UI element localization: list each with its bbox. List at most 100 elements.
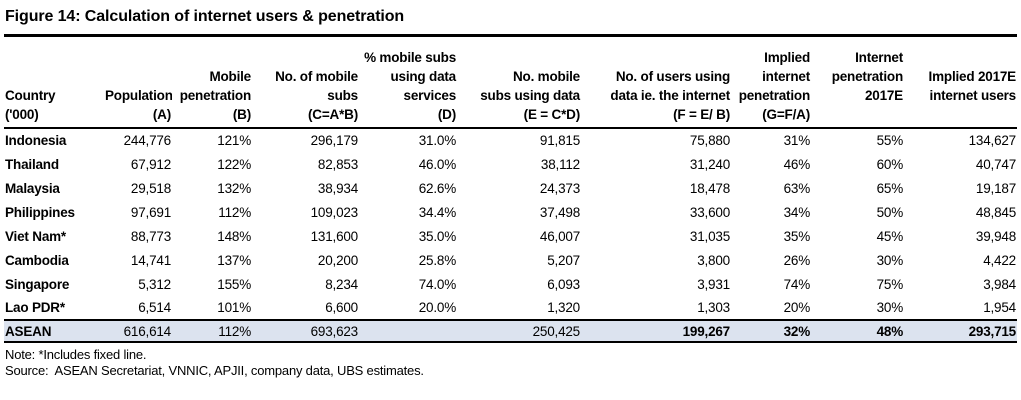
- column-header-formula: (F = E/ B): [673, 107, 730, 122]
- table-row: Philippines 97,691 112% 109,023 34.4% 37,498 3…: [4, 200, 1017, 224]
- table-row: Thailand 67,912 122% 82,853 46.0% 38,112 31,24…: [4, 152, 1017, 176]
- cell-subs-using-data: 5,207: [547, 252, 580, 268]
- table-header-row: Country ('000) Population (A) Mobile penetra…: [4, 35, 1017, 129]
- cell-subs-using-data: 38,112: [540, 156, 580, 172]
- cell-pct-subs-data: 46.0%: [418, 156, 456, 172]
- figure-container: Figure 14: Calculation of internet users…: [4, 8, 1017, 379]
- figure-title: Figure 14: Calculation of internet users…: [5, 8, 405, 25]
- cell-users-using-data: 31,240: [689, 156, 730, 172]
- column-header-formula: (B): [232, 107, 251, 122]
- cell-mobile-penetration: 122%: [217, 156, 251, 172]
- cell-penetration-2017e: 30%: [876, 300, 904, 315]
- cell-mobile-subs: 38,934: [317, 180, 358, 196]
- cell-implied-2017e-users: 19,187: [975, 180, 1016, 196]
- column-header-label: No. of mobile subs: [275, 69, 358, 103]
- table-row: Viet Nam* 88,773 148% 131,600 35.0% 46,007 31,…: [4, 224, 1017, 248]
- column-header-users-using-data: No. of users using data ie. the internet…: [581, 35, 731, 129]
- column-header-formula: (D): [437, 107, 456, 122]
- source-text: Source: ASEAN Secretariat, VNNIC, APJII,…: [5, 363, 424, 378]
- column-header-label: No. of users using data ie. the internet: [610, 69, 730, 103]
- column-header-mobile-penetration: Mobile penetration (B): [172, 35, 252, 129]
- cell-penetration-2017e: 55%: [876, 133, 904, 148]
- row-label: ASEAN: [4, 319, 104, 343]
- cell-users-using-data: 31,035: [689, 228, 730, 244]
- cell-implied-2017e-users: 134,627: [968, 133, 1017, 148]
- row-label: Indonesia: [5, 133, 67, 148]
- column-header-formula: ('000): [5, 107, 39, 122]
- cell-penetration-2017e: 50%: [876, 204, 904, 220]
- cell-mobile-subs: 131,600: [310, 228, 359, 244]
- column-header-label: Implied internet penetration: [738, 50, 811, 103]
- cell-subs-using-data: 91,815: [539, 133, 580, 148]
- total-row: ASEAN 616,614 112% 693,623 250,425 199,267 32%…: [4, 319, 1017, 343]
- data-table: Country ('000) Population (A) Mobile penetra…: [4, 34, 1017, 343]
- cell-population: 14,741: [130, 252, 171, 268]
- cell-population: 97,691: [130, 204, 171, 220]
- cell-mobile-penetration: 148%: [217, 228, 251, 244]
- cell-implied-penetration: 63%: [783, 180, 811, 196]
- column-header-formula: [812, 105, 903, 124]
- cell-mobile-subs: 109,023: [310, 204, 359, 220]
- cell-mobile-subs: 6,600: [325, 300, 358, 315]
- cell-implied-penetration: 74%: [783, 276, 811, 292]
- column-header-formula: (C=A*B): [308, 107, 358, 122]
- cell-mobile-subs: 693,623: [252, 319, 359, 343]
- cell-mobile-penetration: 137%: [217, 252, 251, 268]
- cell-users-using-data: 1,303: [697, 300, 730, 315]
- cell-pct-subs-data: [359, 319, 457, 343]
- row-label: Cambodia: [5, 252, 69, 268]
- cell-users-using-data: 3,931: [697, 276, 730, 292]
- cell-population: 5,312: [138, 276, 171, 292]
- cell-pct-subs-data: 34.4%: [418, 204, 456, 220]
- column-header-label: Mobile penetration: [179, 69, 252, 103]
- column-header-label: % mobile subs using data services: [364, 50, 456, 103]
- column-header-subs-using-data: No. mobile subs using data (E = C*D): [457, 35, 581, 129]
- column-header-implied-penetration: Implied internet penetration (G=F/A): [731, 35, 811, 129]
- cell-implied-penetration: 26%: [783, 252, 811, 268]
- cell-subs-using-data: 46,007: [539, 228, 580, 244]
- column-header-formula: [905, 105, 1016, 124]
- cell-penetration-2017e: 45%: [876, 228, 904, 244]
- table-row: Singapore 5,312 155% 8,234 74.0% 6,093 3,931 74…: [4, 272, 1017, 296]
- cell-implied-2017e-users: 1,954: [983, 300, 1016, 315]
- row-label: Singapore: [5, 276, 70, 292]
- cell-users-using-data: 199,267: [581, 319, 731, 343]
- cell-implied-penetration: 34%: [783, 204, 811, 220]
- cell-subs-using-data: 24,373: [539, 180, 580, 196]
- column-header-label: Implied 2017E internet users: [928, 69, 1017, 103]
- cell-pct-subs-data: 74.0%: [418, 276, 456, 292]
- column-header-pct-subs-data: % mobile subs using data services (D): [359, 35, 457, 129]
- cell-implied-2017e-users: 4,422: [983, 252, 1016, 268]
- column-header-formula: (A): [152, 107, 171, 122]
- column-header-population: Population (A): [104, 35, 172, 129]
- row-label: Viet Nam*: [5, 228, 66, 244]
- table-row: Indonesia 244,776 121% 296,179 31.0% 91,815 75…: [4, 128, 1017, 152]
- cell-implied-2017e-users: 3,984: [983, 276, 1016, 292]
- cell-population: 88,773: [130, 228, 171, 244]
- row-label: Lao PDR*: [5, 300, 65, 315]
- column-header-label: No. mobile subs using data: [480, 69, 580, 103]
- cell-implied-2017e-users: 39,948: [975, 228, 1016, 244]
- note-text: Note: *Includes fixed line.: [5, 347, 147, 362]
- cell-population: 6,514: [138, 300, 171, 315]
- footnotes: Note: *Includes fixed line. Source: ASEA…: [4, 343, 1017, 379]
- cell-penetration-2017e: 30%: [876, 252, 904, 268]
- cell-population: 29,518: [130, 180, 171, 196]
- cell-mobile-penetration: 155%: [217, 276, 251, 292]
- cell-implied-penetration: 35%: [783, 228, 811, 244]
- cell-implied-2017e-users: 293,715: [904, 319, 1017, 343]
- cell-mobile-subs: 82,853: [317, 156, 358, 172]
- cell-users-using-data: 75,880: [689, 133, 730, 148]
- cell-mobile-penetration: 132%: [217, 180, 251, 196]
- cell-implied-2017e-users: 48,845: [975, 204, 1016, 220]
- cell-users-using-data: 3,800: [697, 252, 730, 268]
- cell-mobile-penetration: 112%: [218, 204, 251, 220]
- cell-mobile-subs: 8,234: [325, 276, 358, 292]
- column-header-label: Internet penetration 2017E: [831, 50, 904, 103]
- row-label: Thailand: [5, 156, 59, 172]
- cell-mobile-subs: 20,200: [317, 252, 358, 268]
- column-header-label: Country: [5, 88, 56, 103]
- cell-subs-using-data: 250,425: [457, 319, 581, 343]
- cell-penetration-2017e: 75%: [876, 276, 904, 292]
- cell-users-using-data: 33,600: [689, 204, 730, 220]
